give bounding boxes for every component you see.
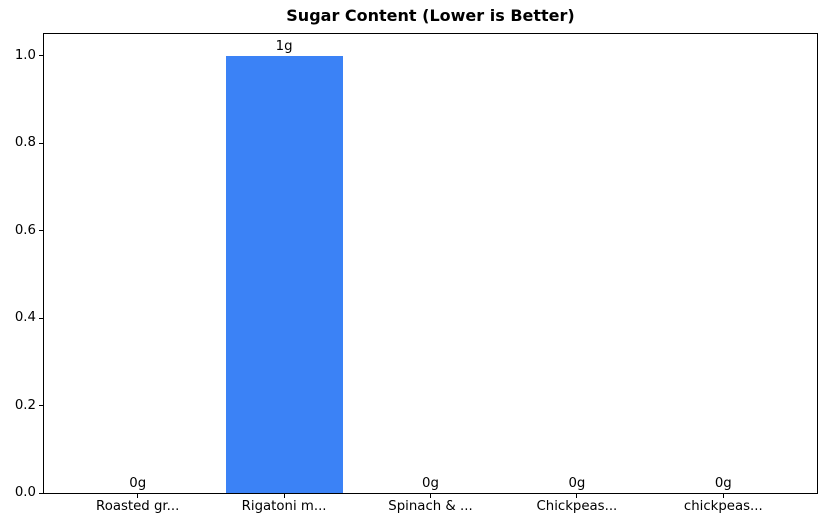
x-axis-tick bbox=[283, 494, 285, 498]
bar-value-label: 0g bbox=[422, 476, 439, 491]
bar bbox=[225, 55, 343, 493]
y-tick-label: 1.0 bbox=[14, 47, 36, 63]
x-tick-label: chickpeas... bbox=[683, 499, 763, 514]
y-tick-label: 0.0 bbox=[14, 485, 36, 500]
x-tick-label: Rigatoni m... bbox=[241, 499, 327, 514]
bar-value-label: 1g bbox=[275, 38, 293, 54]
x-axis-tick bbox=[576, 494, 578, 498]
bar-value-label: 0g bbox=[714, 476, 732, 491]
x-axis-tick bbox=[137, 494, 139, 498]
y-axis-tick bbox=[39, 492, 43, 494]
x-tick-label: Chickpeas... bbox=[536, 499, 618, 514]
y-axis-tick bbox=[39, 230, 43, 232]
y-tick-label: 0.4 bbox=[14, 310, 36, 326]
y-axis-tick bbox=[39, 55, 43, 57]
y-axis-tick bbox=[39, 142, 43, 144]
x-tick-label: Roasted gr... bbox=[96, 499, 180, 514]
y-axis-tick bbox=[39, 317, 43, 319]
y-tick-label: 0.6 bbox=[14, 222, 36, 238]
x-tick-label: Spinach & ... bbox=[388, 499, 473, 514]
x-axis-tick bbox=[722, 494, 724, 498]
bar-value-label: 0g bbox=[129, 476, 147, 491]
y-tick-label: 0.2 bbox=[14, 397, 36, 413]
bar-value-label: 0g bbox=[568, 476, 586, 491]
x-axis-tick bbox=[430, 494, 431, 498]
plot-area: 0.0 0.2 0.4 0.6 0.8 1.0 0g Roasted gr... 1g Rigat… bbox=[15, 33, 818, 514]
chart-title: Sugar Content (Lower is Better) bbox=[286, 6, 575, 25]
y-tick-label: 0.8 bbox=[14, 135, 36, 151]
y-axis-tick bbox=[39, 405, 43, 407]
